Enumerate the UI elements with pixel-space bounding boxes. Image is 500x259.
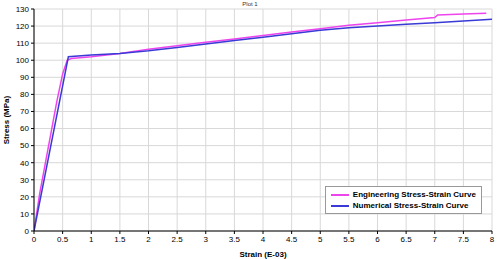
html-text:Plot 1: Plot 1 bbox=[242, 1, 258, 7]
svg-text:60: 60 bbox=[20, 124, 29, 133]
svg-text:3.5: 3.5 bbox=[229, 235, 241, 244]
svg-text:5: 5 bbox=[318, 235, 323, 244]
svg-text:70: 70 bbox=[20, 107, 29, 116]
svg-text:2: 2 bbox=[146, 235, 151, 244]
svg-text:3: 3 bbox=[204, 235, 209, 244]
svg-text:20: 20 bbox=[20, 193, 29, 202]
svg-text:7: 7 bbox=[433, 235, 438, 244]
svg-text:110: 110 bbox=[16, 39, 29, 48]
svg-text:30: 30 bbox=[20, 176, 29, 185]
svg-text:0: 0 bbox=[25, 227, 30, 236]
svg-text:50: 50 bbox=[20, 141, 29, 150]
svg-text:40: 40 bbox=[20, 159, 29, 168]
svg-text:5.5: 5.5 bbox=[343, 235, 355, 244]
svg-text:4: 4 bbox=[261, 235, 266, 244]
svg-text:80: 80 bbox=[20, 90, 29, 99]
svg-text:Strain (E-03): Strain (E-03) bbox=[239, 250, 286, 259]
svg-text:1: 1 bbox=[89, 235, 94, 244]
svg-text:2.5: 2.5 bbox=[172, 235, 184, 244]
svg-text:100: 100 bbox=[16, 56, 30, 65]
svg-text:1.5: 1.5 bbox=[114, 235, 126, 244]
svg-text:8: 8 bbox=[490, 235, 492, 244]
svg-text:120: 120 bbox=[16, 22, 30, 31]
svg-text:6.5: 6.5 bbox=[401, 235, 413, 244]
svg-text:90: 90 bbox=[20, 73, 29, 82]
svg-text:0.5: 0.5 bbox=[57, 235, 69, 244]
svg-text:6: 6 bbox=[375, 235, 380, 244]
svg-text:4.5: 4.5 bbox=[286, 235, 298, 244]
svg-text:10: 10 bbox=[20, 210, 29, 219]
svg-text:7.5: 7.5 bbox=[458, 235, 470, 244]
svg-text:0: 0 bbox=[32, 235, 37, 244]
svg-text:130: 130 bbox=[16, 5, 30, 14]
html-text:Numerical Stress-Strain Curve: Numerical Stress-Strain Curve bbox=[352, 201, 469, 210]
html-text:Engineering Stress-Strain Curv: Engineering Stress-Strain Curve bbox=[352, 190, 476, 199]
svg-text:Stress (MPa): Stress (MPa) bbox=[8, 95, 11, 144]
